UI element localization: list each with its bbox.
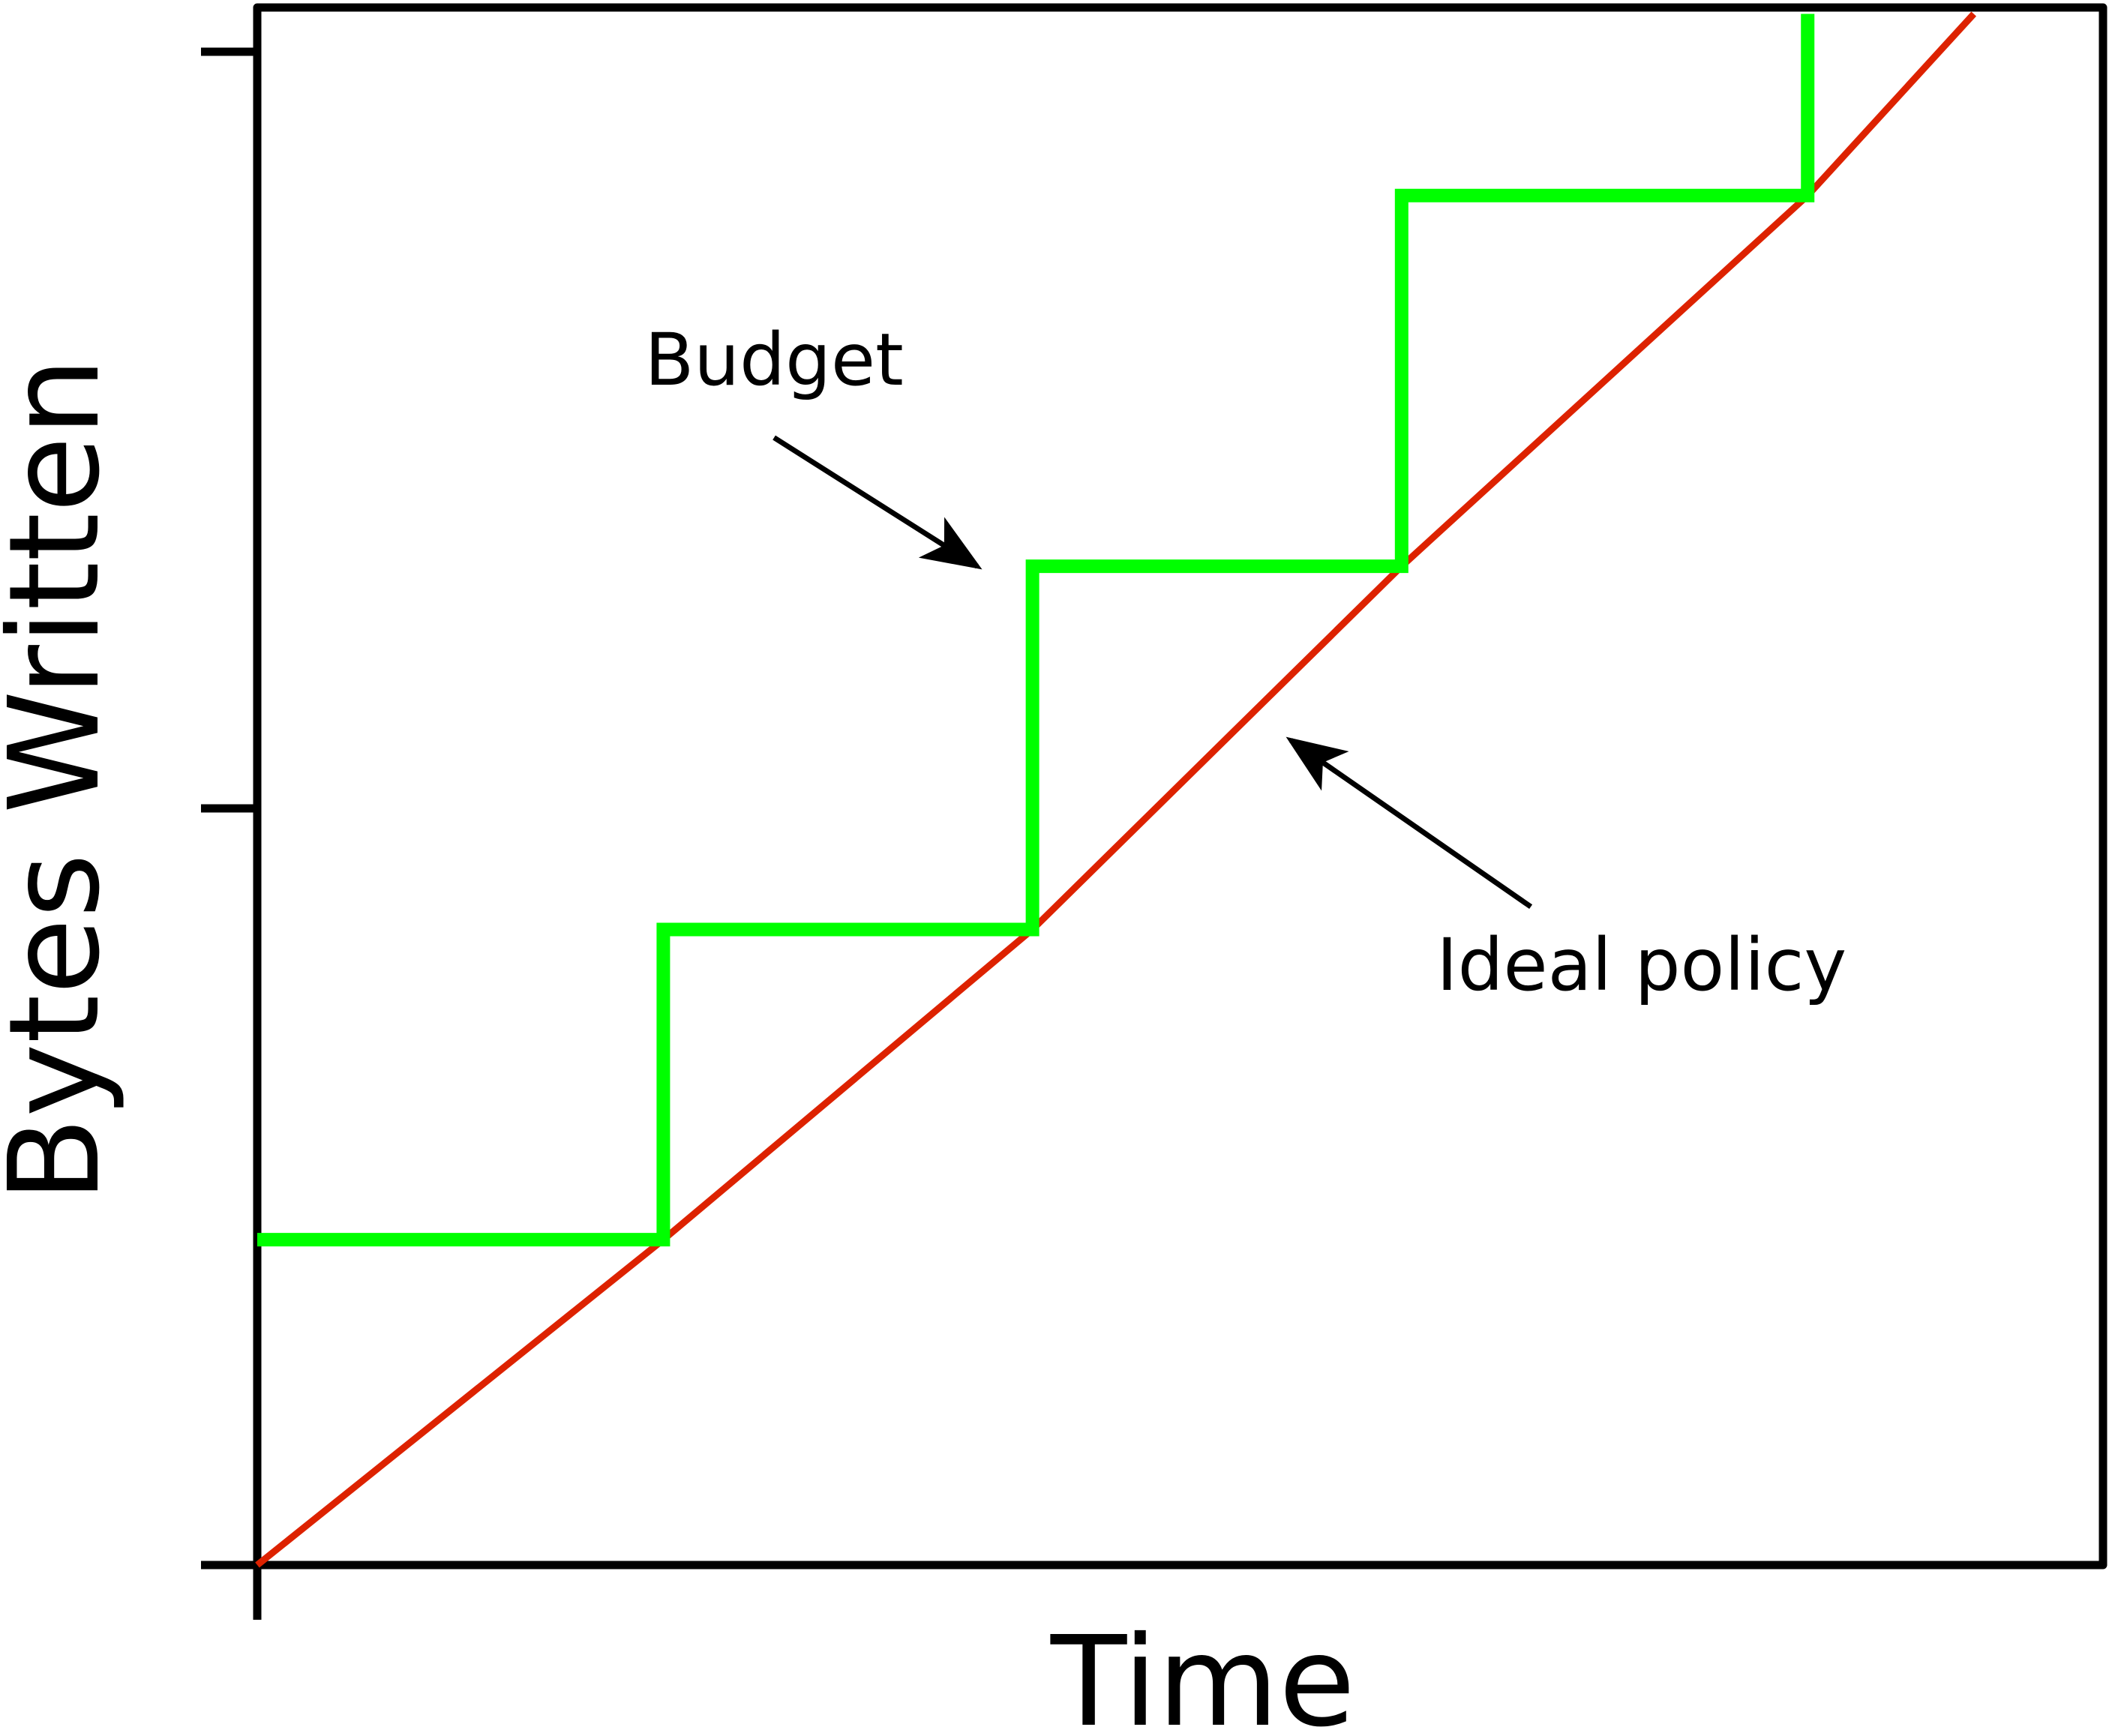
y-axis-label: Bytes Written <box>0 357 128 1202</box>
ideal-annotation-label: Ideal policy <box>1436 923 1846 1007</box>
y-ticks <box>201 47 257 1570</box>
x-axis-label: Time <box>1050 1610 1355 1736</box>
ideal-series-line <box>255 11 1977 1568</box>
series-layer <box>255 11 1977 1568</box>
plot-frame <box>253 3 2108 1570</box>
annotation-layer: Budget Ideal policy <box>644 318 1846 1007</box>
budget-annotation-label: Budget <box>644 318 903 402</box>
ideal-annotation-arrow <box>1286 736 1533 910</box>
budget-annotation-arrow <box>772 435 982 570</box>
budget-series-line <box>257 13 1815 1247</box>
